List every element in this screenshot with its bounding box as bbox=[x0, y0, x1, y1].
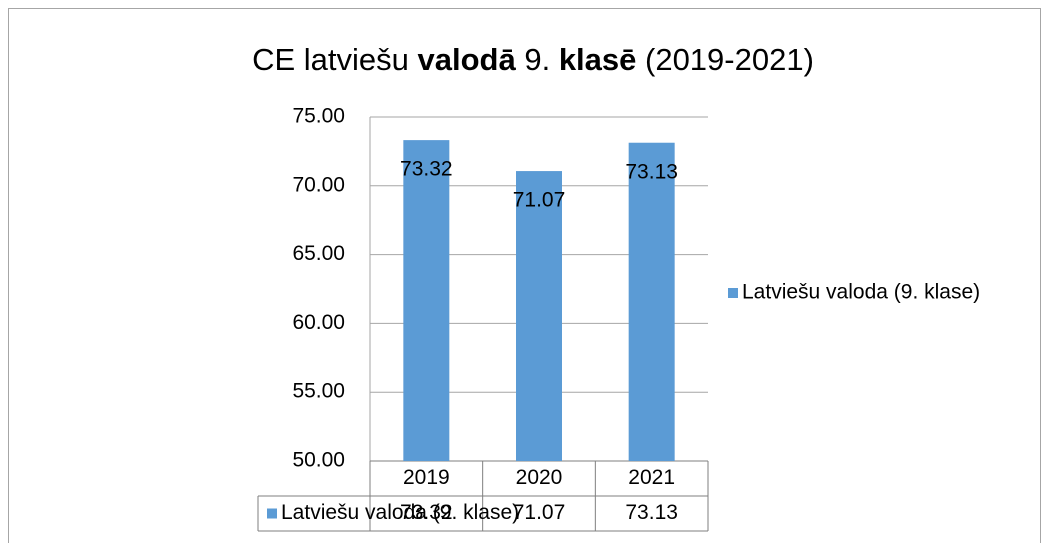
legend-label: Latviešu valoda (9. klase) bbox=[742, 281, 980, 304]
table-series-label: Latviešu valoda (9. klase) bbox=[281, 501, 519, 524]
bar bbox=[628, 142, 675, 461]
y-tick-label: 75.00 bbox=[292, 105, 345, 128]
title-part: 9. bbox=[516, 42, 559, 77]
x-tick-label: 2019 bbox=[403, 466, 450, 489]
title-part: klasē bbox=[559, 42, 637, 77]
y-tick-label: 60.00 bbox=[292, 311, 345, 334]
data-label: 73.13 bbox=[625, 160, 678, 183]
table-value: 73.32 bbox=[400, 501, 453, 524]
table-value: 71.07 bbox=[513, 501, 566, 524]
y-tick-label: 65.00 bbox=[292, 242, 345, 265]
data-label: 73.32 bbox=[400, 158, 453, 181]
x-tick-label: 2021 bbox=[628, 466, 675, 489]
chart-border bbox=[8, 8, 1041, 543]
y-tick-label: 55.00 bbox=[292, 380, 345, 403]
x-tick-label: 2020 bbox=[516, 466, 563, 489]
bar bbox=[403, 140, 450, 461]
data-label: 71.07 bbox=[513, 189, 566, 212]
table-value: 73.13 bbox=[625, 501, 678, 524]
table-legend-key bbox=[267, 508, 277, 519]
bar bbox=[516, 171, 562, 462]
title-part: (2019-2021) bbox=[636, 42, 814, 77]
title-part: valodā bbox=[418, 42, 517, 77]
y-tick-label: 50.00 bbox=[292, 449, 345, 472]
y-tick-label: 70.00 bbox=[292, 173, 345, 196]
title-part: CE latviešu bbox=[252, 42, 417, 77]
chart-title: CE latviešu valodā 9. klasē (2019-2021) bbox=[252, 42, 814, 77]
legend-key bbox=[728, 288, 738, 298]
